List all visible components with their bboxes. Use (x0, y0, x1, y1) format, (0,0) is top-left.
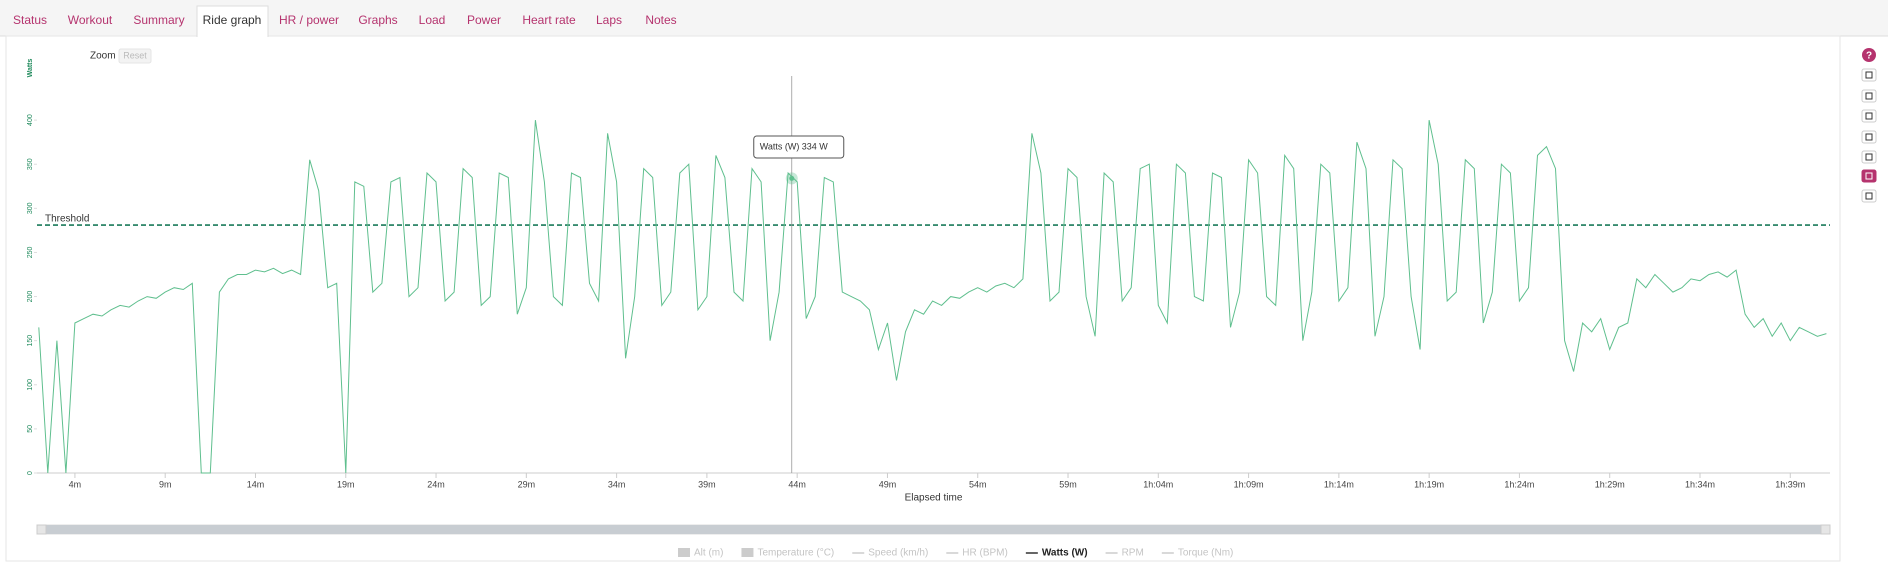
legend-label[interactable]: Alt (m) (694, 548, 723, 559)
x-tick-label: 1h:24m (1504, 479, 1534, 489)
help-button[interactable] (1862, 48, 1876, 62)
tab[interactable]: Graphs (358, 13, 397, 27)
scroll-right[interactable] (1820, 524, 1831, 535)
y-tick-label: 150 (27, 335, 34, 347)
toolbar-icon (1865, 112, 1873, 120)
tab[interactable]: Workout (68, 13, 113, 27)
tab[interactable]: Status (13, 13, 47, 27)
watts-line (38, 119, 1827, 474)
threshold-label: Threshold (45, 214, 89, 225)
x-tick-label: 39m (698, 479, 716, 489)
chart-panel (5, 35, 1841, 562)
y-tick-label: 0 (27, 471, 34, 475)
x-tick-label: 59m (1059, 479, 1077, 489)
x-axis-title: Elapsed time (905, 493, 963, 504)
x-tick-label: 24m (427, 479, 445, 489)
reset-label: Reset (123, 50, 147, 60)
scrollbar-thumb[interactable] (46, 525, 1821, 534)
zoom-label: Zoom (90, 51, 116, 62)
tab[interactable]: Heart rate (522, 13, 576, 27)
tab[interactable]: Notes (645, 13, 676, 27)
toolbar-button[interactable] (1861, 189, 1877, 203)
toolbar-button[interactable] (1861, 150, 1877, 164)
x-tick-label: 9m (159, 479, 172, 489)
tab[interactable]: Laps (596, 13, 622, 27)
toolbar-button[interactable] (1861, 68, 1877, 82)
y-tick-label: 50 (27, 425, 34, 433)
toolbar-icon (1865, 172, 1873, 180)
x-tick-label: 4m (69, 479, 82, 489)
y-tick-label: 200 (27, 291, 34, 303)
y-tick-label: 350 (27, 158, 34, 170)
x-tick-label: 14m (247, 479, 265, 489)
toolbar-button[interactable] (1861, 130, 1877, 144)
tab[interactable]: Power (467, 13, 501, 27)
x-tick-label: 34m (608, 479, 626, 489)
tooltip-box (753, 135, 845, 159)
y-tick-label: 250 (27, 247, 34, 259)
x-tick-label: 54m (969, 479, 987, 489)
tab-bar (0, 0, 1888, 36)
legend-label[interactable]: HR (BPM) (962, 548, 1008, 559)
legend-label[interactable]: Watts (W) (1042, 548, 1088, 559)
legend-swatch (678, 548, 690, 557)
x-tick-label: 44m (788, 479, 806, 489)
y-tick-label: 300 (27, 202, 34, 214)
active-tab (196, 5, 269, 37)
legend-label[interactable]: RPM (1122, 548, 1144, 559)
x-tick-label: 1h:09m (1234, 479, 1264, 489)
toolbar-icon (1865, 92, 1873, 100)
tooltip-name: Watts (W) (760, 141, 800, 151)
x-tick-label: 1h:19m (1414, 479, 1444, 489)
y-axis-title: Watts (27, 58, 34, 77)
tab[interactable]: Load (419, 13, 446, 27)
scroll-left[interactable] (36, 524, 47, 535)
toolbar-icon (1865, 153, 1873, 161)
legend-label[interactable]: Speed (km/h) (868, 548, 928, 559)
toolbar-button[interactable] (1861, 169, 1877, 183)
y-tick-label: 100 (27, 379, 34, 391)
x-tick-label: 19m (337, 479, 355, 489)
toolbar-icon (1865, 133, 1873, 141)
x-tick-label: 1h:29m (1595, 479, 1625, 489)
x-tick-label: 1h:14m (1324, 479, 1354, 489)
tooltip-value: 334 W (802, 141, 829, 151)
reset-button[interactable] (118, 48, 152, 64)
hover-point (789, 175, 795, 181)
y-tick-label: 400 (27, 114, 34, 126)
x-tick-label: 29m (518, 479, 536, 489)
help-icon: ? (1866, 51, 1872, 62)
legend-label[interactable]: Temperature (°C) (757, 548, 834, 559)
x-tick-label: 1h:39m (1775, 479, 1805, 489)
tab[interactable]: Summary (133, 13, 184, 27)
x-tick-label: 1h:04m (1143, 479, 1173, 489)
tab[interactable]: Ride graph (203, 13, 262, 27)
tab[interactable]: HR / power (279, 13, 339, 27)
toolbar-button[interactable] (1861, 109, 1877, 123)
legend-swatch (741, 548, 754, 557)
legend-label[interactable]: Torque (Nm) (1178, 548, 1234, 559)
x-tick-label: 1h:34m (1685, 479, 1715, 489)
x-tick-label: 49m (879, 479, 897, 489)
toolbar-icon (1865, 71, 1873, 79)
toolbar-icon (1865, 192, 1873, 200)
toolbar-button[interactable] (1861, 89, 1877, 103)
